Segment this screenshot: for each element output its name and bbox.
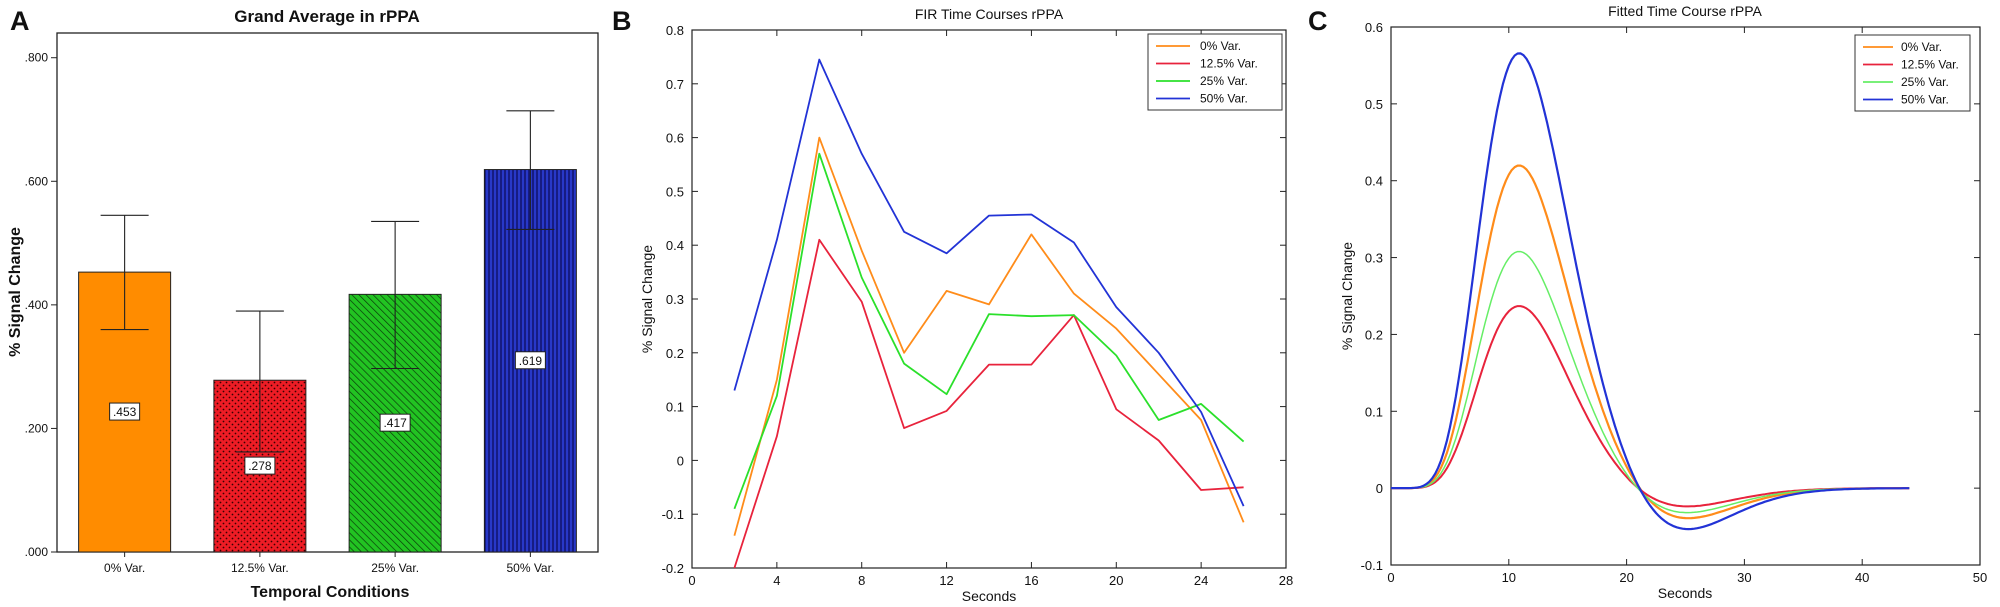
fitted-line-chart-panel: Fitted Time Course rPPA Seconds % Signal… xyxy=(1339,3,1987,601)
y-tick-label: 0.4 xyxy=(666,238,684,253)
x-tick-label: 12.5% Var. xyxy=(231,561,289,575)
data-label: .619 xyxy=(519,354,543,368)
x-tick-label: 24 xyxy=(1194,573,1208,588)
legend-label: 12.5% Var. xyxy=(1901,58,1959,72)
x-tick-label: 16 xyxy=(1024,573,1038,588)
x-tick-label: 8 xyxy=(858,573,865,588)
legend-label: 25% Var. xyxy=(1901,75,1949,89)
data-label-box xyxy=(244,456,276,475)
series-line xyxy=(733,136,1245,536)
y-tick-label: 0.8 xyxy=(666,23,684,38)
x-tick-label: 12 xyxy=(939,573,953,588)
y-tick-label: 0.6 xyxy=(1365,20,1383,35)
series-line xyxy=(733,152,1245,510)
y-tick-label: 0.1 xyxy=(1365,404,1383,419)
y-tick-label: 0.7 xyxy=(666,77,684,92)
x-tick-label: 28 xyxy=(1279,573,1293,588)
data-label: .453 xyxy=(113,405,137,419)
series-line xyxy=(733,58,1245,507)
y-tick-label: 0.6 xyxy=(666,131,684,146)
y-tick-label: .200 xyxy=(25,421,49,435)
chart-title: Grand Average in rPPA xyxy=(234,7,419,26)
legend-label: 0% Var. xyxy=(1200,39,1241,53)
y-tick-label: 0.4 xyxy=(1365,174,1383,189)
data-label-box xyxy=(379,413,411,432)
bar-chart-panel: Grand Average in rPPA Temporal Condition… xyxy=(7,7,599,601)
x-tick-label: 50% Var. xyxy=(506,561,554,575)
bar xyxy=(483,169,577,553)
y-tick-label: 0 xyxy=(677,453,684,468)
y-tick-label: 0.5 xyxy=(666,184,684,199)
legend-label: 50% Var. xyxy=(1200,92,1248,106)
y-tick-label: .000 xyxy=(25,545,49,559)
legend-label: 50% Var. xyxy=(1901,93,1949,107)
x-tick-label: 0 xyxy=(688,573,695,588)
x-tick-label: 4 xyxy=(773,573,780,588)
plot-frame xyxy=(691,29,1287,569)
y-axis-label: % Signal Change xyxy=(639,245,655,353)
x-tick-label: 20 xyxy=(1109,573,1123,588)
legend-label: 12.5% Var. xyxy=(1200,57,1258,71)
y-axis-label: % Signal Change xyxy=(1339,242,1355,350)
panel-label-c: C xyxy=(1308,6,1328,36)
legend-label: 25% Var. xyxy=(1200,74,1248,88)
y-axis-label: % Signal Change xyxy=(7,227,24,357)
y-tick-label: -0.1 xyxy=(1361,558,1383,573)
data-label: .417 xyxy=(383,416,407,430)
data-label-box xyxy=(514,351,546,370)
x-tick-label: 0% Var. xyxy=(104,561,145,575)
y-tick-label: -0.2 xyxy=(662,561,684,576)
x-tick-label: 20 xyxy=(1619,570,1633,585)
y-tick-label: 0.2 xyxy=(1365,327,1383,342)
series-line xyxy=(733,238,1244,569)
y-tick-label: 0 xyxy=(1376,481,1383,496)
data-label: .278 xyxy=(248,459,272,473)
y-tick-label: 0.2 xyxy=(666,346,684,361)
x-axis-label: Temporal Conditions xyxy=(251,584,410,601)
y-tick-label: 0.3 xyxy=(666,292,684,307)
fir-line-chart-panel: FIR Time Courses rPPA Seconds % Signal C… xyxy=(639,6,1293,604)
panel-label-b: B xyxy=(612,6,632,36)
x-axis-label: Seconds xyxy=(962,588,1016,604)
chart-title: FIR Time Courses rPPA xyxy=(915,6,1064,22)
x-tick-label: 40 xyxy=(1855,570,1869,585)
y-tick-label: .800 xyxy=(25,51,49,65)
x-tick-label: 30 xyxy=(1737,570,1751,585)
x-tick-label: 25% Var. xyxy=(371,561,419,575)
chart-title: Fitted Time Course rPPA xyxy=(1608,3,1762,19)
x-tick-label: 10 xyxy=(1502,570,1516,585)
y-tick-label: -0.1 xyxy=(662,507,684,522)
plot-frame xyxy=(1390,26,1981,566)
y-tick-label: 0.5 xyxy=(1365,97,1383,112)
y-tick-label: .600 xyxy=(25,174,49,188)
panel-label-a: A xyxy=(10,6,30,36)
data-label-box xyxy=(109,402,141,421)
legend-label: 0% Var. xyxy=(1901,40,1942,54)
y-tick-label: 0.3 xyxy=(1365,251,1383,266)
series-line xyxy=(1391,52,1910,531)
x-tick-label: 0 xyxy=(1387,570,1394,585)
x-axis-label: Seconds xyxy=(1658,585,1712,601)
x-tick-label: 50 xyxy=(1973,570,1987,585)
y-tick-label: 0.1 xyxy=(666,400,684,415)
y-tick-label: .400 xyxy=(25,298,49,312)
